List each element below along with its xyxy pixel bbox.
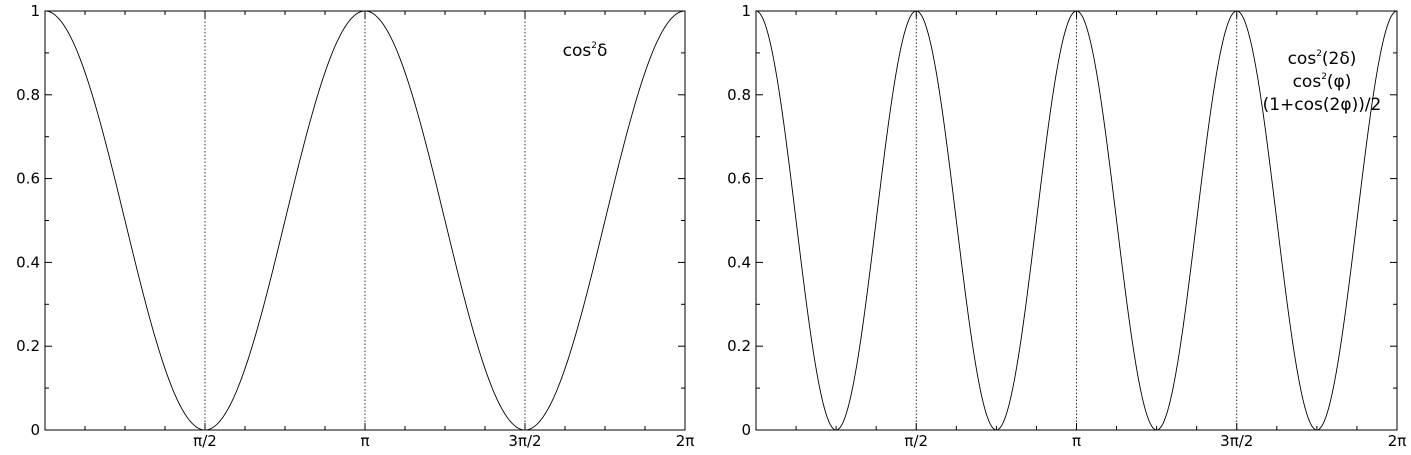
plot-frame: [44, 10, 686, 431]
y-tick-label: 0.8: [727, 86, 751, 104]
legend-entry: (1+cos(2φ))/2: [1263, 95, 1382, 115]
y-tick-label: 1: [30, 2, 40, 20]
x-tick-label: 3π/2: [1220, 432, 1253, 450]
x-tick-label: π: [1072, 432, 1081, 450]
series-line: [44, 10, 686, 431]
x-tick-label: 2π: [1388, 432, 1407, 450]
y-tick-label: 0.8: [16, 86, 40, 104]
y-tick-label: 0.4: [16, 253, 40, 271]
y-tick-label: 1: [741, 2, 751, 20]
y-tick-label: 0.6: [16, 170, 40, 188]
x-tick-label: π: [360, 432, 369, 450]
y-tick-label: 0.6: [727, 170, 751, 188]
left-plot: 0 0.2 0.4 0.6 0.8 1 π/2 π 3π/2 2π cos2δ: [16, 2, 694, 450]
legend-entry: cos2(2δ): [1288, 49, 1357, 69]
x-tick-label: π/2: [193, 432, 217, 450]
y-tick-label: 0.4: [727, 253, 751, 271]
x-tick-label: 2π: [676, 432, 695, 450]
y-tick-label: 0: [30, 421, 40, 439]
y-tick-label: 0: [741, 421, 751, 439]
legend-entry: cos2(φ): [1293, 72, 1352, 92]
y-tick-label: 0.2: [727, 337, 751, 355]
legend-entry: cos2δ: [563, 41, 608, 61]
series-line: [755, 10, 1398, 431]
x-tick-label: 3π/2: [508, 432, 541, 450]
right-plot: 0 0.2 0.4 0.6 0.8 1 π/2 π 3π/2 2π cos2(2δ) cos2(φ) (…: [727, 2, 1406, 450]
x-tick-label: π/2: [904, 432, 928, 450]
y-tick-label: 0.2: [16, 337, 40, 355]
